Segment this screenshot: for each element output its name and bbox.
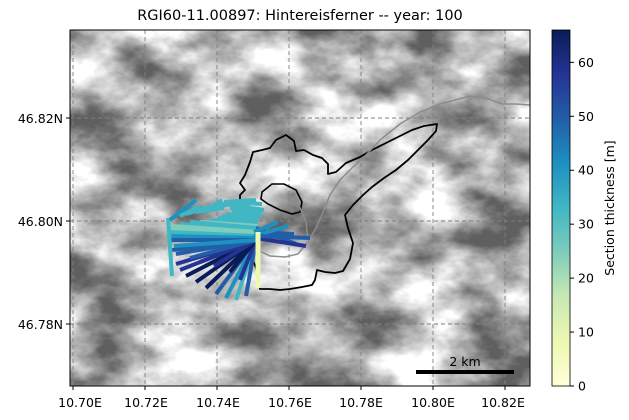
tick-marks bbox=[66, 117, 506, 390]
thickness-section bbox=[229, 206, 263, 214]
x-tick-label: 10.70E bbox=[58, 395, 102, 410]
main-flowline bbox=[256, 95, 531, 258]
colorbar-label: Section thickness [m] bbox=[602, 140, 617, 275]
colorbar-tick-label: 40 bbox=[578, 163, 594, 178]
colorbar-tick-label: 0 bbox=[578, 379, 586, 394]
thickness-section bbox=[221, 214, 259, 222]
thickness-section bbox=[171, 224, 259, 234]
thickness-section bbox=[166, 217, 174, 277]
thickness-section bbox=[255, 234, 311, 240]
thickness-section bbox=[231, 210, 263, 218]
map-frame bbox=[69, 29, 531, 387]
x-tick-label: 10.78E bbox=[339, 395, 383, 410]
x-tick-label: 10.82E bbox=[481, 395, 525, 410]
colorbar-tick-label: 30 bbox=[578, 217, 594, 232]
x-tick-label: 10.72E bbox=[124, 395, 168, 410]
thickness-section bbox=[217, 216, 259, 224]
thickness-section bbox=[255, 236, 307, 248]
glacier-outline bbox=[239, 123, 438, 291]
thickness-section bbox=[168, 198, 198, 222]
colorbar-tick-label: 20 bbox=[578, 271, 594, 286]
thickness-section bbox=[167, 226, 259, 236]
thickness-section bbox=[167, 234, 259, 240]
x-tick-label: 10.76E bbox=[268, 395, 312, 410]
colorbar-tick-label: 50 bbox=[578, 109, 594, 124]
thickness-section bbox=[167, 230, 259, 238]
map-title: RGI60-11.00897: Hintereisferner -- year:… bbox=[137, 8, 463, 24]
thickness-section bbox=[225, 212, 259, 220]
thickness-section bbox=[228, 238, 258, 274]
thickness-section bbox=[189, 220, 259, 230]
x-tick-label: 10.80E bbox=[411, 395, 455, 410]
x-tick-label: 10.74E bbox=[196, 395, 240, 410]
thickness-section bbox=[179, 222, 259, 232]
tributary-flowline bbox=[291, 195, 309, 241]
colorbar-tick-label: 60 bbox=[578, 55, 594, 70]
thickness-sections bbox=[166, 198, 311, 301]
thickness-section bbox=[202, 198, 224, 214]
thickness-section bbox=[223, 198, 257, 204]
scale-bar-label: 2 km bbox=[449, 354, 480, 369]
thickness-section bbox=[209, 218, 259, 226]
colorbar-tick-label: 10 bbox=[578, 325, 594, 340]
colorbar-ticks: 0 10 20 30 40 50 60 bbox=[570, 55, 594, 394]
thickness-section bbox=[219, 202, 251, 208]
nunatak-outline bbox=[260, 183, 303, 215]
thickness-section bbox=[253, 220, 279, 234]
thickness-section bbox=[173, 238, 257, 248]
y-tick-label: 46.82N bbox=[18, 111, 63, 126]
thickness-section bbox=[238, 239, 258, 281]
y-tick-label: 46.80N bbox=[18, 214, 63, 229]
colorbar bbox=[551, 29, 571, 387]
y-tick-label: 46.78N bbox=[18, 317, 63, 332]
